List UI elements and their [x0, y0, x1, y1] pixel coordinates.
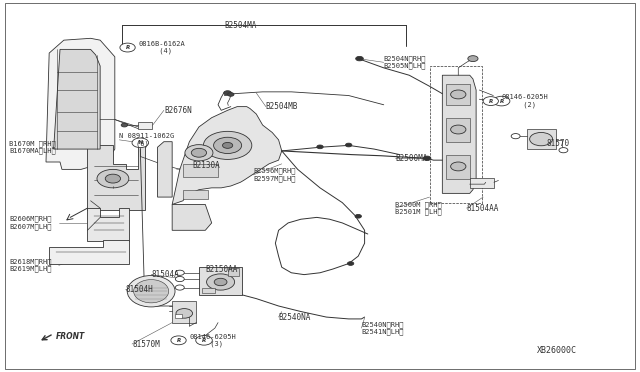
Text: B2150AA: B2150AA — [205, 264, 237, 273]
Bar — [183, 190, 209, 199]
Text: B2606M〈RH〉
B2607M〈LH〉: B2606M〈RH〉 B2607M〈LH〉 — [9, 216, 52, 230]
Circle shape — [348, 262, 354, 265]
Text: R: R — [125, 45, 130, 50]
Bar — [446, 155, 470, 179]
Bar — [175, 314, 182, 318]
Circle shape — [451, 162, 466, 171]
Circle shape — [214, 278, 227, 286]
Bar — [470, 177, 494, 188]
Bar — [172, 301, 196, 323]
Text: B1670M 〈RH〉
B1670MA〈LH〉: B1670M 〈RH〉 B1670MA〈LH〉 — [9, 140, 56, 154]
Text: FRONT: FRONT — [56, 332, 86, 341]
Text: B2500MA: B2500MA — [395, 154, 428, 163]
Text: B2596M〈RH〉
B2597M〈LH〉: B2596M〈RH〉 B2597M〈LH〉 — [253, 168, 296, 182]
Circle shape — [468, 56, 478, 62]
Circle shape — [530, 132, 552, 146]
Circle shape — [228, 93, 234, 96]
Bar — [202, 288, 215, 293]
Circle shape — [423, 156, 431, 161]
Circle shape — [317, 145, 323, 149]
Text: 08146-6205H
     (2): 08146-6205H (2) — [502, 94, 548, 108]
Bar — [527, 129, 556, 149]
Text: B2540N〈RH〉
B2541N〈LH〉: B2540N〈RH〉 B2541N〈LH〉 — [362, 321, 404, 335]
Polygon shape — [54, 49, 100, 149]
Circle shape — [511, 134, 520, 139]
Text: B2500M 〈RH〉
B2501M 〈LH〉: B2500M 〈RH〉 B2501M 〈LH〉 — [395, 201, 442, 215]
Bar — [429, 66, 482, 203]
Circle shape — [451, 90, 466, 99]
Polygon shape — [442, 75, 476, 193]
Circle shape — [346, 143, 352, 147]
Circle shape — [132, 138, 148, 148]
Text: 81504H: 81504H — [125, 285, 154, 294]
Circle shape — [493, 96, 510, 106]
Text: B2676N: B2676N — [164, 106, 191, 115]
Polygon shape — [88, 145, 145, 210]
Text: B2130A: B2130A — [193, 161, 220, 170]
Polygon shape — [46, 38, 115, 169]
Text: R: R — [489, 99, 493, 103]
Circle shape — [224, 91, 232, 95]
Text: R: R — [499, 99, 504, 103]
Bar — [199, 267, 243, 295]
Polygon shape — [172, 205, 212, 230]
Circle shape — [483, 97, 499, 106]
Ellipse shape — [134, 280, 169, 303]
Bar — [138, 122, 152, 129]
Circle shape — [191, 148, 207, 157]
Circle shape — [196, 336, 212, 345]
Circle shape — [451, 125, 466, 134]
Text: B2540NA: B2540NA — [278, 312, 311, 321]
Text: B2504MA: B2504MA — [224, 21, 257, 30]
Circle shape — [97, 169, 129, 188]
Ellipse shape — [127, 276, 175, 307]
Text: XB26000C: XB26000C — [537, 346, 577, 355]
Circle shape — [204, 131, 252, 160]
Circle shape — [207, 274, 235, 290]
Polygon shape — [157, 142, 172, 197]
Text: 81504AA: 81504AA — [467, 203, 499, 213]
Text: B2504N〈RH〉
B2505N〈LH〉: B2504N〈RH〉 B2505N〈LH〉 — [384, 55, 426, 70]
Circle shape — [121, 123, 127, 127]
Text: 81570M: 81570M — [132, 340, 160, 349]
Polygon shape — [88, 208, 129, 241]
Circle shape — [175, 285, 184, 290]
Text: R: R — [177, 338, 180, 343]
Text: R: R — [202, 338, 206, 343]
Text: 81570: 81570 — [546, 139, 570, 148]
Circle shape — [214, 137, 242, 154]
Circle shape — [559, 148, 568, 153]
Circle shape — [356, 57, 364, 61]
Circle shape — [105, 174, 120, 183]
Text: 81504A: 81504A — [151, 270, 179, 279]
Circle shape — [355, 214, 362, 218]
Text: B2504MB: B2504MB — [266, 102, 298, 111]
Bar — [228, 268, 239, 276]
Circle shape — [223, 142, 233, 148]
Text: N 08911-1062G
    (6): N 08911-1062G (6) — [119, 133, 175, 147]
Text: 0816B-6162A
     (4): 0816B-6162A (4) — [138, 41, 185, 54]
Circle shape — [185, 145, 213, 161]
Circle shape — [175, 270, 184, 275]
Bar — [446, 84, 470, 105]
Circle shape — [171, 336, 186, 345]
Text: B2618M〈RH〉
B2619M〈LH〉: B2618M〈RH〉 B2619M〈LH〉 — [9, 258, 52, 273]
Polygon shape — [172, 107, 282, 205]
Circle shape — [120, 43, 135, 52]
Polygon shape — [49, 240, 129, 263]
Text: N: N — [138, 140, 143, 145]
Circle shape — [176, 309, 193, 318]
Bar — [183, 164, 218, 177]
Circle shape — [175, 276, 184, 282]
Bar — [446, 118, 470, 142]
Text: 08146-6205H
     (3): 08146-6205H (3) — [189, 334, 236, 347]
